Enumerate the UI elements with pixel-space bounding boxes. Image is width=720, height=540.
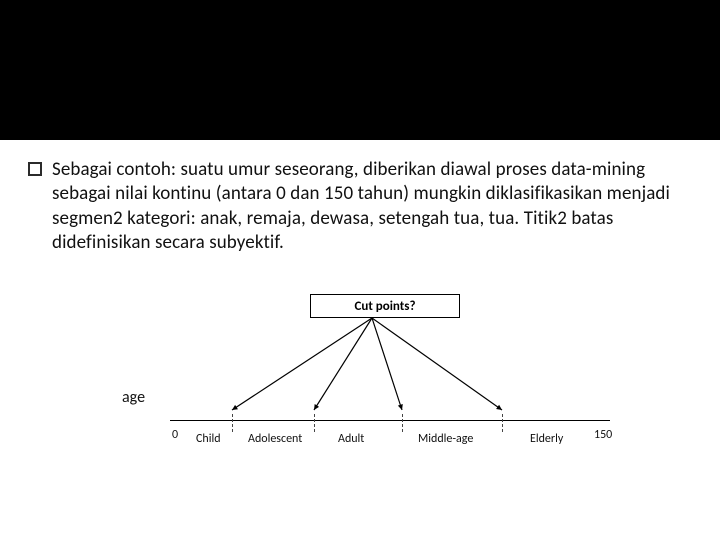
- category-label: Child: [196, 432, 221, 446]
- category-label: Middle-age: [418, 432, 473, 446]
- content-area: Sebagai contoh: suatu umur seseorang, di…: [0, 140, 720, 255]
- arrows-svg: [0, 290, 720, 540]
- category-label: Adolescent: [248, 432, 302, 446]
- cut-tick: [232, 414, 233, 432]
- age-timeline: [170, 420, 610, 421]
- age-diagram: Cut points? age 0 150 ChildAdolescentAdu…: [0, 290, 720, 540]
- bullet-item: Sebagai contoh: suatu umur seseorang, di…: [28, 158, 692, 255]
- cut-tick: [402, 414, 403, 432]
- category-label: Adult: [338, 432, 364, 446]
- cut-tick: [502, 414, 503, 432]
- paragraph-text: Sebagai contoh: suatu umur seseorang, di…: [52, 158, 692, 255]
- age-axis-label: age: [122, 388, 145, 407]
- category-label: Elderly: [530, 432, 563, 446]
- bullet-square-icon: [28, 162, 42, 176]
- end-value: 150: [594, 428, 612, 442]
- cut-tick: [314, 414, 315, 432]
- start-value: 0: [172, 428, 178, 442]
- slide-header: [0, 0, 720, 140]
